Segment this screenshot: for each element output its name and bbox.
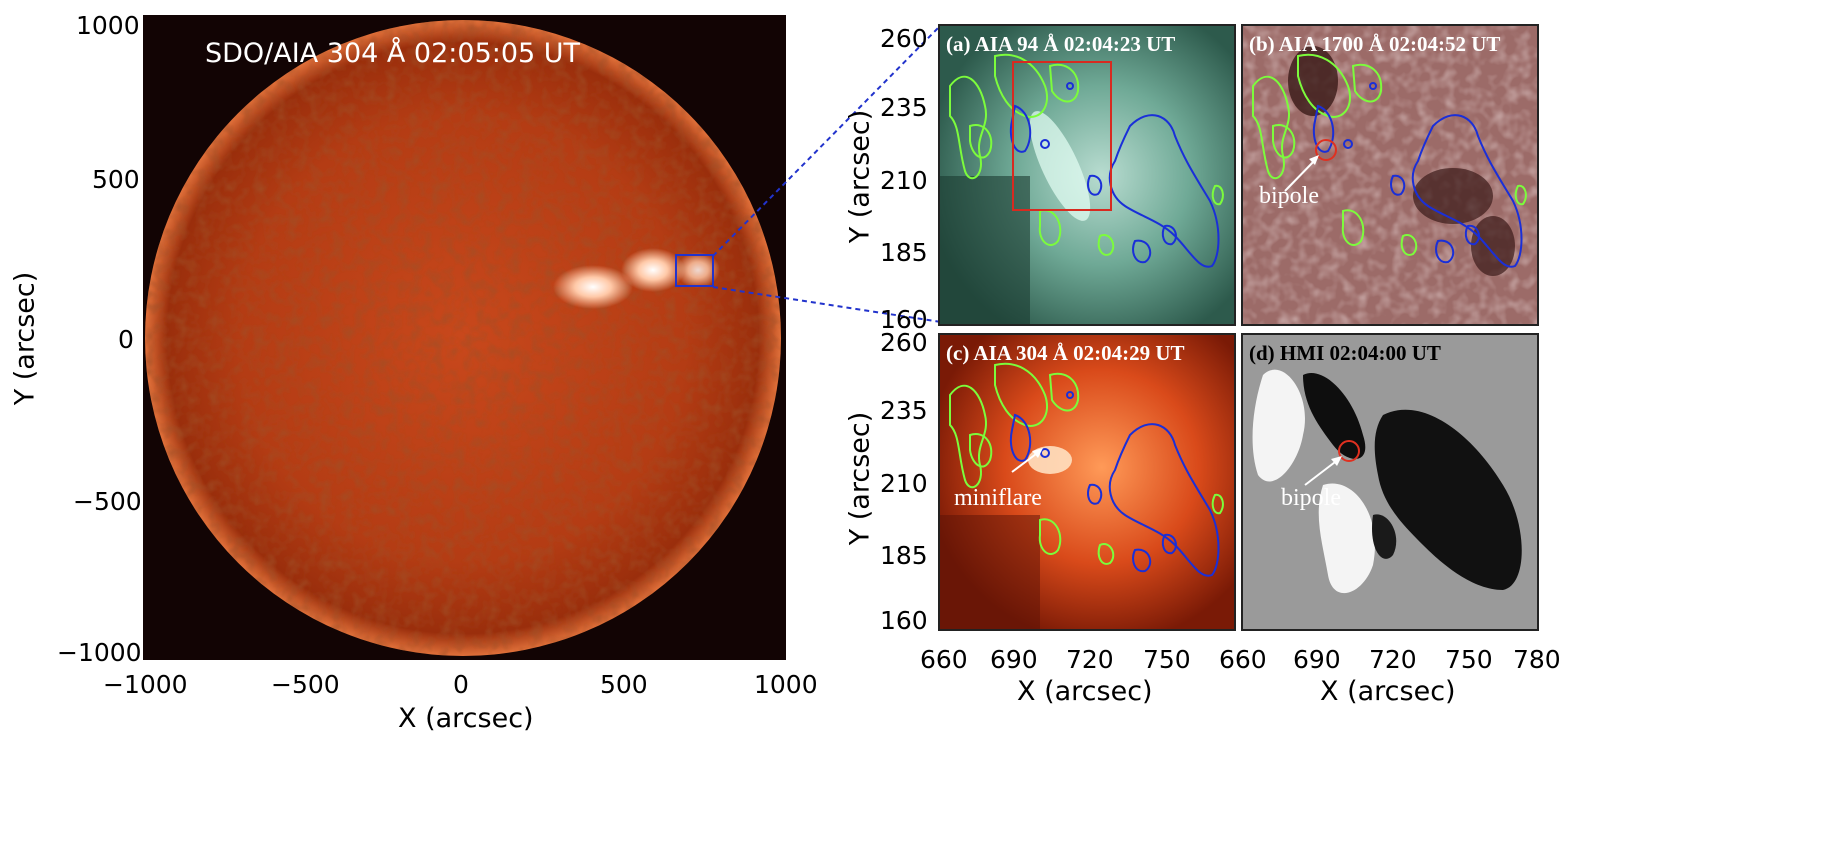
right-xtick: 720 (1066, 645, 1114, 674)
panel-a: (a) AIA 94 Å 02:04:23 UT (938, 24, 1236, 326)
right-ytick: 185 (880, 238, 928, 267)
right-ytick: 260 (880, 328, 928, 357)
left-ytick: 1000 (76, 11, 140, 40)
right-ytick: 235 (880, 396, 928, 425)
right-ytick: 160 (880, 305, 928, 334)
right-xtick: 780 (1513, 645, 1561, 674)
left-xtick: −500 (271, 670, 340, 699)
panel-a-title: (a) AIA 94 Å 02:04:23 UT (946, 32, 1176, 56)
arrow-icon (1309, 155, 1319, 165)
right-ytick: 210 (880, 166, 928, 195)
left-ytick: 500 (92, 165, 140, 194)
right-ytick: 210 (880, 469, 928, 498)
panel-d: (d) HMI 02:04:00 UT bipole (1241, 333, 1539, 631)
right-xtick: 690 (1293, 645, 1341, 674)
panel-d-title: (d) HMI 02:04:00 UT (1249, 341, 1441, 365)
full-disk-image (143, 15, 786, 660)
arrow-icon (1331, 456, 1342, 466)
right-ylabel-bottom: Y (arcsec) (844, 411, 876, 546)
panel-a-image (940, 26, 1234, 324)
panel-b-title: (b) AIA 1700 Å 02:04:52 UT (1249, 32, 1501, 56)
panel-c-title: (c) AIA 304 Å 02:04:29 UT (946, 341, 1185, 365)
right-xtick: 690 (990, 645, 1038, 674)
right-xtick: 750 (1143, 645, 1191, 674)
left-xtick: 1000 (754, 670, 818, 699)
panel-b: (b) AIA 1700 Å 02:04:52 UT bipole (1241, 24, 1539, 326)
left-ytick: −500 (73, 487, 142, 516)
panel-b-image (1243, 26, 1537, 324)
panel-c-annotation: miniflare (954, 485, 1042, 511)
panel-b-annotation: bipole (1259, 183, 1319, 209)
region-box (1012, 61, 1112, 211)
right-xtick: 660 (920, 645, 968, 674)
right-xlabel-left: X (arcsec) (1017, 676, 1153, 707)
panel-c: (c) AIA 304 Å 02:04:29 UT miniflare (938, 333, 1236, 631)
right-ytick: 185 (880, 541, 928, 570)
zoom-box (675, 254, 714, 287)
right-xlabel-right: X (arcsec) (1320, 676, 1456, 707)
right-xtick: 660 (1219, 645, 1267, 674)
panel-c-image (940, 335, 1234, 629)
right-ytick: 235 (880, 93, 928, 122)
left-ytick: 0 (118, 325, 134, 354)
bipole-marker (1315, 139, 1337, 161)
right-ytick: 260 (880, 24, 928, 53)
left-ytick: −1000 (57, 638, 142, 667)
left-xtick: 500 (600, 670, 648, 699)
bipole-marker (1338, 440, 1360, 462)
right-ylabel-top: Y (arcsec) (844, 109, 876, 244)
panel-d-image (1243, 335, 1537, 629)
right-xtick: 720 (1369, 645, 1417, 674)
panel-d-annotation: bipole (1281, 485, 1341, 511)
right-xtick: 750 (1445, 645, 1493, 674)
right-ytick: 160 (880, 606, 928, 635)
arrow-icon (1032, 448, 1043, 458)
left-xtick: −1000 (103, 670, 188, 699)
left-xtick: 0 (453, 670, 469, 699)
left-xlabel: X (arcsec) (398, 703, 534, 734)
full-disk-title: SDO/AIA 304 Å 02:05:05 UT (205, 38, 581, 69)
